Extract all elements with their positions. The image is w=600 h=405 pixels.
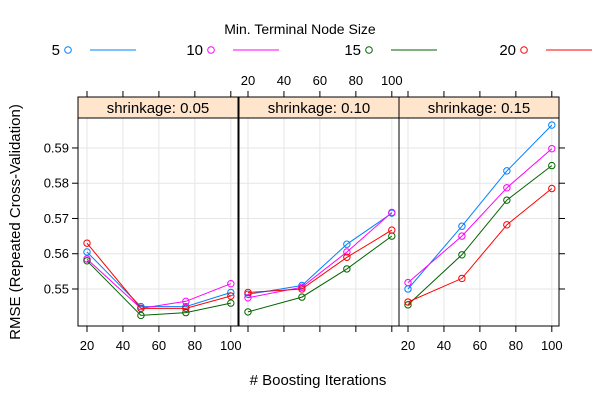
data-point bbox=[503, 167, 511, 175]
data-point bbox=[503, 221, 511, 229]
panel-3: shrinkage: 0.15 bbox=[398, 96, 560, 327]
x-tick-label: 80 bbox=[188, 338, 202, 353]
panel-border-3 bbox=[398, 117, 560, 327]
data-point bbox=[137, 304, 145, 313]
series-line-20 bbox=[247, 229, 393, 293]
panel-border-1 bbox=[77, 117, 239, 327]
data-point bbox=[83, 248, 91, 256]
y-tick-label: 0.59 bbox=[44, 140, 69, 155]
data-point bbox=[227, 279, 235, 288]
data-point bbox=[343, 253, 351, 261]
y-tick-label: 0.55 bbox=[44, 281, 69, 296]
x-tick-label-top: 60 bbox=[313, 73, 327, 88]
data-point bbox=[548, 121, 556, 129]
series-line-10 bbox=[247, 212, 393, 299]
data-point bbox=[503, 184, 511, 192]
data-point bbox=[227, 288, 235, 297]
x-tick-label: 80 bbox=[509, 338, 523, 353]
data-point bbox=[458, 274, 466, 283]
data-point bbox=[137, 311, 145, 320]
legend-entries: 5 10 15 20 bbox=[52, 42, 592, 59]
legend-label-10: 10 bbox=[186, 42, 203, 59]
x-tick-label: 20 bbox=[401, 338, 415, 353]
data-point bbox=[458, 232, 466, 240]
x-tick-label: 40 bbox=[437, 338, 451, 353]
x-tick-label-top: 100 bbox=[381, 73, 403, 88]
series-line-5 bbox=[247, 212, 393, 295]
data-point bbox=[182, 297, 190, 306]
legend: Min. Terminal Node Size 5 10 15 20 bbox=[52, 21, 592, 59]
data-point bbox=[298, 293, 306, 301]
x-tick-label-top: 40 bbox=[277, 73, 291, 88]
x-tick-label: 60 bbox=[473, 338, 487, 353]
data-point bbox=[343, 240, 351, 248]
data-point bbox=[244, 294, 252, 302]
panels: shrinkage: 0.05 shrinkage: 0.10 shrinkage:… bbox=[77, 96, 560, 327]
x-tick-label: 20 bbox=[80, 338, 94, 353]
series-line-10 bbox=[86, 258, 231, 309]
data-point bbox=[548, 144, 556, 153]
data-point bbox=[548, 161, 556, 170]
x-axis-label: # Boosting Iterations bbox=[250, 372, 387, 389]
legend-point-10 bbox=[207, 46, 215, 54]
panel-2: shrinkage: 0.10 bbox=[238, 96, 400, 327]
legend-point-20 bbox=[520, 46, 528, 54]
legend-point-5 bbox=[64, 46, 72, 54]
series-line-15 bbox=[407, 165, 553, 306]
legend-label-15: 15 bbox=[344, 42, 361, 59]
data-point bbox=[404, 278, 412, 287]
legend-point-15 bbox=[365, 46, 373, 54]
data-point bbox=[298, 285, 306, 293]
x-tick-label-top: 80 bbox=[349, 73, 363, 88]
data-point bbox=[244, 288, 252, 297]
data-point bbox=[458, 222, 466, 230]
data-point bbox=[404, 298, 412, 306]
strip-label-1: shrinkage: 0.05 bbox=[107, 100, 210, 117]
x-tick-label: 100 bbox=[541, 338, 563, 353]
data-point bbox=[227, 292, 235, 300]
data-point bbox=[388, 226, 396, 234]
series-line-5 bbox=[86, 251, 231, 308]
data-point bbox=[83, 239, 91, 247]
series-line-15 bbox=[247, 235, 393, 313]
data-point bbox=[503, 196, 511, 204]
panel-1: shrinkage: 0.05 bbox=[77, 96, 239, 327]
data-point bbox=[388, 208, 396, 217]
strip-label-3: shrinkage: 0.15 bbox=[428, 100, 531, 117]
series-line-20 bbox=[86, 242, 231, 309]
data-point bbox=[343, 248, 351, 256]
data-point bbox=[83, 257, 91, 265]
series-line-15 bbox=[86, 260, 231, 316]
data-point bbox=[182, 308, 190, 317]
x-tick-label: 60 bbox=[152, 338, 166, 353]
legend-title: Min. Terminal Node Size bbox=[224, 21, 376, 37]
y-tick-label: 0.56 bbox=[44, 246, 69, 261]
strip-label-2: shrinkage: 0.10 bbox=[268, 100, 371, 117]
axes: 0.55 0.56 0.57 0.58 0.59 20 40 60 80 100 20 40 60 80 1… bbox=[44, 73, 565, 353]
x-tick-label: 100 bbox=[220, 338, 242, 353]
data-point bbox=[227, 299, 235, 307]
y-axis-label: RMSE (Repeated Cross-Validation) bbox=[7, 104, 24, 340]
y-tick-label: 0.58 bbox=[44, 176, 69, 191]
data-point bbox=[244, 308, 252, 316]
x-tick-label: 40 bbox=[116, 338, 130, 353]
data-point bbox=[548, 184, 556, 193]
y-tick-label: 0.57 bbox=[44, 211, 69, 226]
legend-label-20: 20 bbox=[499, 42, 516, 59]
series-line-10 bbox=[407, 148, 553, 283]
legend-label-5: 5 bbox=[52, 42, 60, 59]
series-line-20 bbox=[407, 188, 553, 303]
series-line-5 bbox=[407, 124, 553, 290]
data-point bbox=[458, 251, 466, 259]
x-tick-label-top: 20 bbox=[241, 73, 255, 88]
data-point bbox=[343, 265, 351, 273]
data-point bbox=[182, 304, 190, 313]
